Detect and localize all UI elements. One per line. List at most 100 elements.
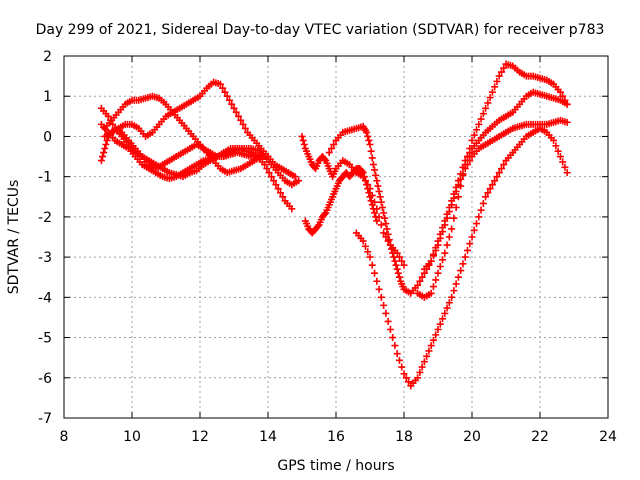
data-point — [425, 347, 433, 355]
data-point — [405, 378, 413, 386]
data-point — [314, 222, 322, 230]
data-point — [295, 177, 303, 185]
data-point — [380, 301, 388, 309]
data-point — [386, 241, 394, 249]
x-tick-label: 24 — [599, 429, 617, 445]
data-point — [450, 190, 458, 198]
data-point — [267, 173, 275, 181]
data-point — [423, 352, 431, 360]
data-point — [445, 233, 453, 241]
data-point — [448, 197, 456, 205]
data-point — [414, 374, 422, 382]
data-point — [364, 132, 372, 140]
data-point — [482, 193, 490, 201]
data-point — [497, 165, 505, 173]
y-tick-label: -7 — [38, 411, 52, 427]
data-point — [361, 242, 369, 250]
data-point — [363, 128, 371, 136]
data-point — [416, 368, 424, 376]
data-point — [254, 153, 262, 161]
data-point — [376, 193, 384, 201]
data-point — [235, 112, 243, 120]
data-point — [427, 257, 435, 265]
data-point — [441, 309, 449, 317]
data-point — [377, 293, 385, 301]
data-point — [391, 257, 399, 265]
data-point — [367, 147, 375, 155]
data-point — [443, 210, 451, 218]
data-point — [395, 356, 403, 364]
data-point — [495, 169, 503, 177]
data-point — [402, 374, 410, 382]
data-point — [372, 213, 380, 221]
data-point — [439, 315, 447, 323]
data-point — [384, 237, 392, 245]
y-axis-title: SDTVAR / TECUs — [6, 180, 22, 295]
data-point — [493, 173, 501, 181]
data-point — [479, 110, 487, 118]
data-point — [100, 149, 108, 157]
data-point — [468, 233, 476, 241]
data-point — [368, 154, 376, 162]
data-point — [461, 157, 469, 165]
data-point — [377, 221, 385, 229]
data-point — [452, 280, 460, 288]
data-point — [395, 273, 403, 281]
data-point — [488, 181, 496, 189]
data-point — [291, 173, 299, 181]
data-point — [429, 283, 437, 291]
data-point — [384, 317, 392, 325]
data-point — [394, 269, 402, 277]
x-tick-label: 16 — [327, 429, 345, 445]
y-tick-label: -3 — [38, 250, 52, 266]
data-point — [420, 358, 428, 366]
data-point — [392, 261, 400, 269]
data-point — [436, 262, 444, 270]
data-point — [279, 193, 287, 201]
data-point — [459, 163, 467, 171]
data-point — [563, 169, 571, 177]
data-point — [398, 257, 406, 265]
data-point — [375, 285, 383, 293]
data-point — [443, 241, 451, 249]
data-point — [434, 237, 442, 245]
data-point — [429, 250, 437, 258]
data-point — [457, 182, 465, 190]
data-point — [398, 363, 406, 371]
data-point — [388, 245, 396, 253]
data-point — [369, 161, 377, 169]
y-tick-label: -1 — [38, 170, 52, 186]
data-point — [475, 120, 483, 128]
data-point — [382, 309, 390, 317]
data-point — [380, 229, 388, 237]
data-point — [321, 210, 329, 218]
series-trace-11 — [420, 88, 571, 273]
data-point — [457, 170, 465, 178]
data-point — [369, 205, 377, 213]
data-point — [99, 153, 107, 161]
data-point — [300, 140, 308, 148]
data-point — [416, 277, 424, 285]
data-point — [443, 304, 451, 312]
data-point — [390, 253, 398, 261]
data-point — [228, 100, 236, 108]
data-point — [221, 88, 229, 96]
x-tick-label: 14 — [259, 429, 277, 445]
data-point — [102, 140, 110, 148]
data-point — [383, 225, 391, 233]
data-point — [263, 165, 271, 173]
data-point — [439, 256, 447, 264]
data-point — [448, 225, 456, 233]
data-point — [384, 230, 392, 238]
data-point — [445, 204, 453, 212]
data-point — [364, 185, 372, 193]
data-point — [457, 267, 465, 275]
data-point — [276, 189, 284, 197]
data-point — [432, 331, 440, 339]
data-point — [232, 108, 240, 116]
data-point — [330, 140, 338, 148]
x-tick-label: 18 — [395, 429, 413, 445]
data-point — [563, 100, 571, 108]
data-point — [372, 171, 380, 179]
